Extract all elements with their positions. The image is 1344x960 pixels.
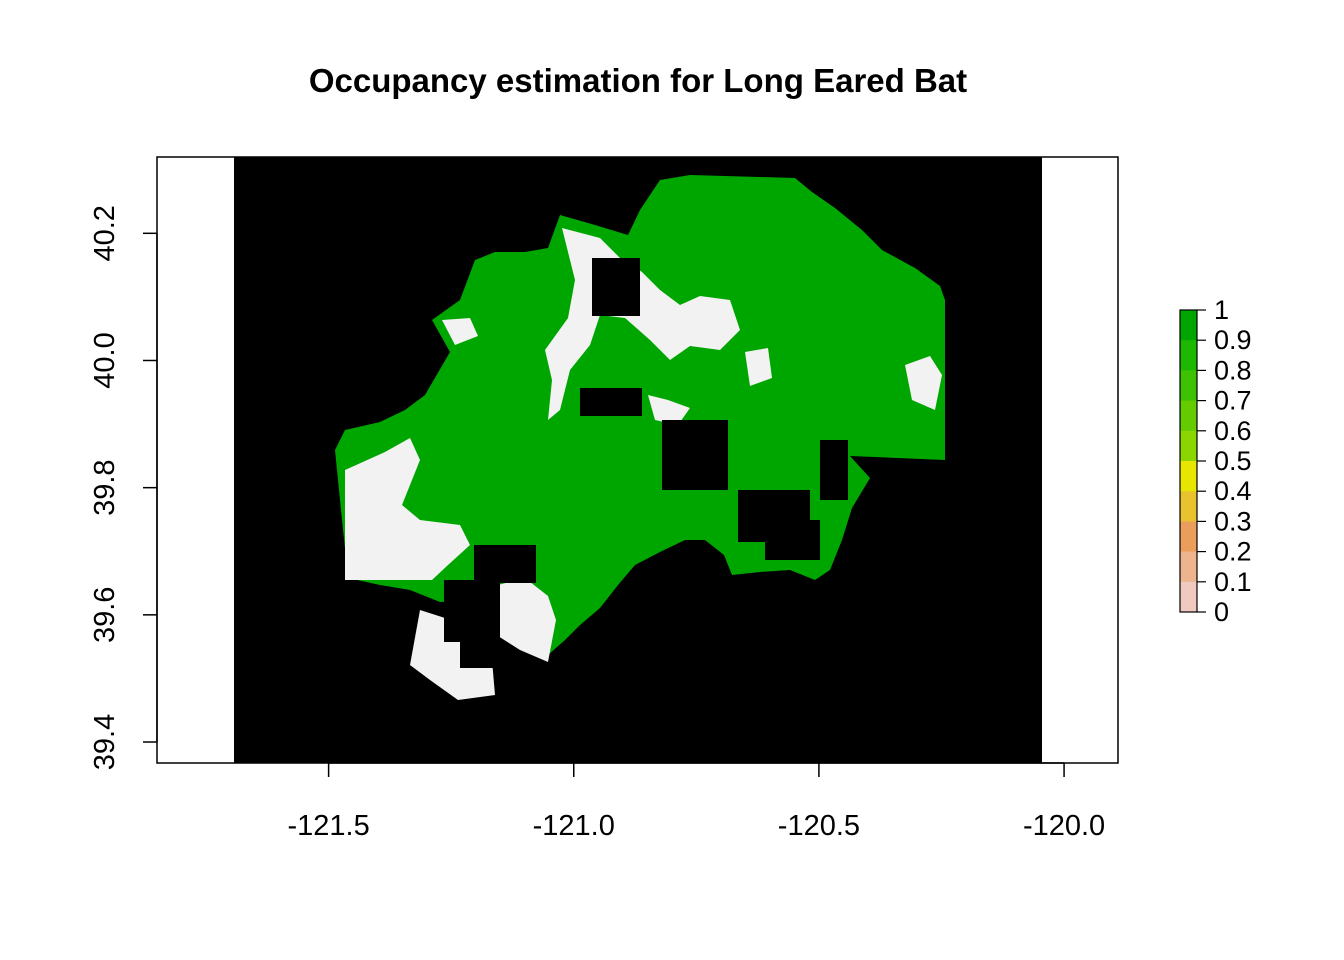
legend-label: 0.7 xyxy=(1214,386,1252,416)
legend-color-swatch xyxy=(1180,400,1197,432)
legend-color-swatch xyxy=(1180,491,1197,522)
x-axis: -121.5 -121.0 -120.5 -120.0 xyxy=(287,762,1105,842)
legend-label: 0.8 xyxy=(1214,355,1252,385)
legend-label: 0.1 xyxy=(1214,567,1252,597)
y-tick-label: 39.4 xyxy=(89,714,121,770)
legend-label: 0.6 xyxy=(1214,416,1252,446)
y-tick-label: 39.6 xyxy=(89,587,121,643)
x-tick-label: -121.5 xyxy=(287,810,369,842)
x-tick-label: -120.0 xyxy=(1023,810,1105,842)
white-patch-center-east xyxy=(745,348,772,386)
legend-color-swatch xyxy=(1180,370,1197,402)
legend-color-swatch xyxy=(1180,340,1197,371)
mask-block-5 xyxy=(765,520,820,560)
legend: 10.90.80.70.60.50.40.30.20.10 xyxy=(1179,295,1252,627)
legend-color-swatch xyxy=(1180,430,1197,462)
white-patch-west xyxy=(345,438,470,580)
mask-block-3 xyxy=(662,420,728,490)
legend-color-swatch xyxy=(1180,521,1197,553)
legend-label: 0.4 xyxy=(1214,476,1252,506)
map-panel xyxy=(156,156,1119,764)
legend-label: 0 xyxy=(1214,597,1229,627)
legend-label: 0.2 xyxy=(1214,537,1252,567)
mask-block-2 xyxy=(580,388,642,416)
masked-blocks xyxy=(444,258,848,668)
legend-label: 1 xyxy=(1214,295,1229,325)
mask-block-6 xyxy=(820,440,848,500)
mask-block-1 xyxy=(592,258,640,316)
white-patch-east xyxy=(905,356,942,410)
legend-color-swatch xyxy=(1180,551,1197,583)
y-tick-label: 40.2 xyxy=(89,205,121,261)
y-tick-label: 39.8 xyxy=(89,459,121,515)
mask-block-9 xyxy=(460,640,500,668)
legend-label: 0.9 xyxy=(1214,325,1252,355)
x-tick-label: -121.0 xyxy=(533,810,615,842)
legend-label: 0.3 xyxy=(1214,506,1252,536)
legend-color-swatch xyxy=(1180,461,1197,492)
mask-block-7 xyxy=(474,545,536,583)
legend-color-swatch xyxy=(1180,581,1197,613)
mask-block-8 xyxy=(444,580,500,642)
map-title: Occupancy estimation for Long Eared Bat xyxy=(309,62,967,99)
y-tick-label: 40.0 xyxy=(89,332,121,388)
white-patch-southwest xyxy=(410,610,495,700)
legend-color-swatch xyxy=(1180,310,1197,341)
legend-label: 0.5 xyxy=(1214,446,1252,476)
white-patch-west-2 xyxy=(442,318,478,345)
x-tick-label: -120.5 xyxy=(778,810,860,842)
white-patch-mid xyxy=(648,395,690,425)
y-axis: 39.4 39.6 39.8 40.0 40.2 xyxy=(89,205,158,770)
